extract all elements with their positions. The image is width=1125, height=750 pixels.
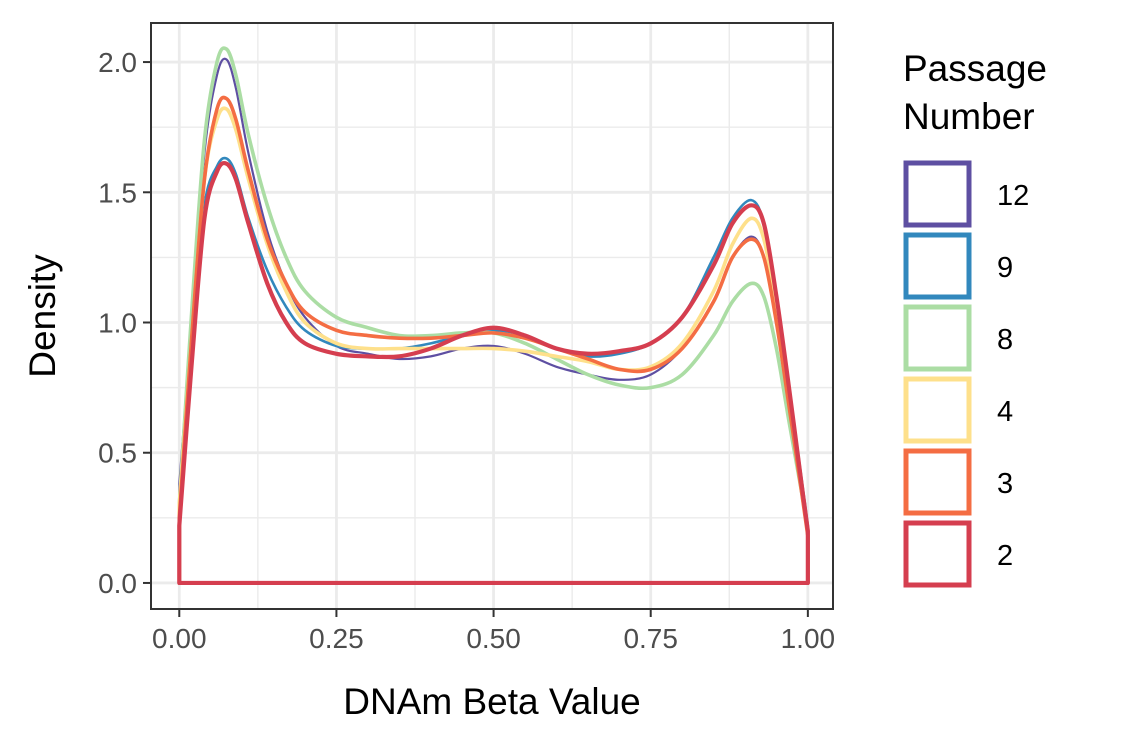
legend-label-4: 4 [997, 396, 1013, 428]
minor-gridlines [151, 23, 833, 609]
density-series-2 [177, 160, 810, 586]
legend-title-line-1: Passage [903, 48, 1047, 89]
y-axis-title: Density [22, 254, 63, 378]
legend: Passage Number 12 9 8 4 3 2 [903, 48, 1047, 588]
legend-label-2: 2 [997, 540, 1013, 572]
y-tick-label: 2.0 [98, 47, 137, 78]
legend-label-12: 12 [997, 180, 1029, 212]
legend-key-2 [903, 520, 972, 588]
y-tick-label: 0.0 [98, 568, 137, 599]
y-tick-label: 1.0 [98, 308, 137, 339]
legend-key-8 [903, 304, 972, 372]
legend-key-12 [903, 160, 972, 228]
x-tick-label: 0.00 [152, 623, 207, 654]
y-axis: 0.0 0.5 1.0 1.5 2.0 [98, 47, 151, 599]
y-tick-label: 1.5 [98, 177, 137, 208]
legend-items: 12 9 8 4 3 2 [903, 160, 1029, 588]
x-tick-label: 1.00 [781, 623, 836, 654]
density-series-4 [177, 106, 810, 585]
density-series-8 [177, 46, 810, 585]
panel-background [151, 23, 833, 609]
x-axis: 0.00 0.25 0.50 0.75 1.00 [152, 609, 835, 654]
y-tick-label: 0.5 [98, 438, 137, 469]
x-tick-label: 0.25 [309, 623, 364, 654]
x-axis-title: DNAm Beta Value [343, 681, 641, 722]
x-tick-label: 0.75 [623, 623, 678, 654]
panel-border [150, 22, 834, 610]
legend-label-9: 9 [997, 252, 1013, 284]
legend-key-3 [903, 448, 972, 516]
legend-key-9 [903, 232, 972, 300]
legend-title-line-2: Number [903, 96, 1035, 137]
series-layer [177, 46, 810, 586]
x-tick-label: 0.50 [466, 623, 521, 654]
legend-key-4 [903, 376, 972, 444]
legend-label-8: 8 [997, 324, 1013, 356]
legend-label-3: 3 [997, 468, 1013, 500]
